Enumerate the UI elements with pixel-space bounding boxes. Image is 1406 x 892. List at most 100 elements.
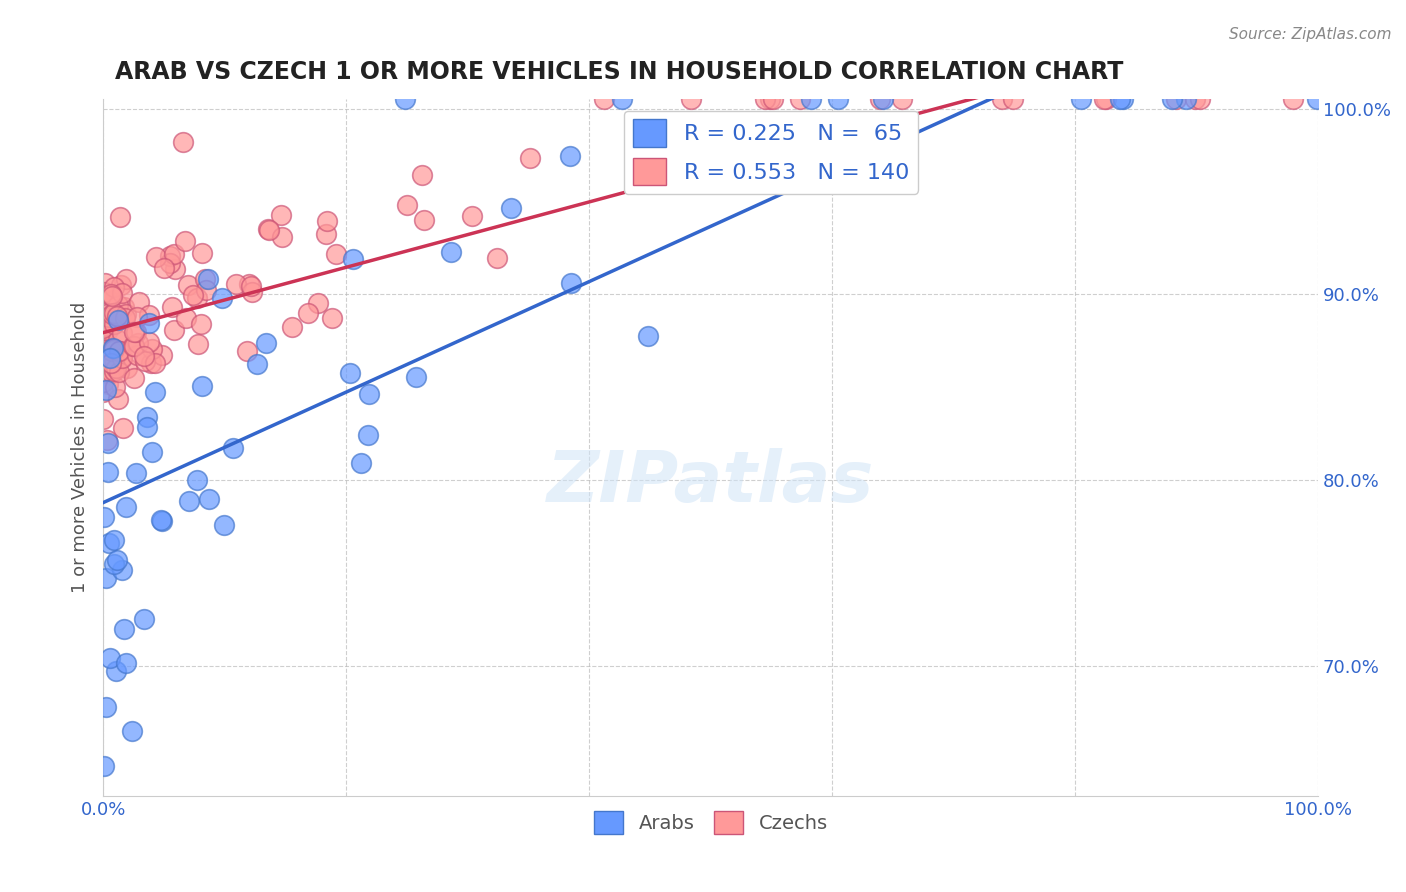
Czechs: [177, 277, 200, 292]
Czechs: [163, 323, 186, 337]
Czechs: [122, 371, 145, 385]
Arabs: [405, 370, 427, 384]
Czechs: [114, 311, 136, 326]
Arabs: [872, 92, 894, 106]
Czechs: [91, 375, 114, 389]
Arabs: [1161, 92, 1184, 106]
Arabs: [96, 466, 118, 480]
Czechs: [93, 313, 115, 327]
Czechs: [315, 227, 337, 241]
Text: ZIPatlas: ZIPatlas: [547, 448, 875, 517]
Czechs: [396, 198, 419, 212]
Czechs: [107, 392, 129, 407]
Arabs: [107, 313, 129, 327]
Czechs: [1092, 92, 1115, 106]
Czechs: [159, 249, 181, 263]
Czechs: [236, 343, 259, 358]
Czechs: [94, 312, 117, 326]
Czechs: [1282, 92, 1305, 106]
Czechs: [315, 214, 337, 228]
Czechs: [270, 229, 292, 244]
Arabs: [143, 385, 166, 400]
Czechs: [190, 245, 212, 260]
Arabs: [1112, 92, 1135, 106]
Czechs: [145, 250, 167, 264]
Arabs: [439, 244, 461, 259]
Arabs: [96, 571, 118, 585]
Czechs: [111, 326, 134, 341]
Arabs: [721, 130, 744, 145]
Czechs: [97, 344, 120, 359]
Arabs: [197, 272, 219, 286]
Czechs: [105, 309, 128, 323]
Arabs: [222, 441, 245, 455]
Czechs: [108, 365, 131, 379]
Czechs: [91, 306, 114, 320]
Czechs: [132, 349, 155, 363]
Czechs: [96, 434, 118, 448]
Arabs: [186, 473, 208, 487]
Czechs: [115, 271, 138, 285]
Arabs: [637, 328, 659, 343]
Arabs: [191, 379, 214, 393]
Czechs: [127, 335, 149, 350]
Czechs: [238, 277, 260, 292]
Czechs: [307, 295, 329, 310]
Czechs: [96, 319, 118, 334]
Czechs: [110, 278, 132, 293]
Czechs: [94, 276, 117, 290]
Arabs: [112, 622, 135, 636]
Czechs: [172, 136, 194, 150]
Arabs: [357, 387, 380, 401]
Czechs: [181, 287, 204, 301]
Czechs: [759, 92, 782, 106]
Czechs: [112, 421, 135, 435]
Czechs: [103, 364, 125, 378]
Czechs: [869, 92, 891, 106]
Czechs: [97, 377, 120, 392]
Czechs: [115, 307, 138, 321]
Czechs: [297, 306, 319, 320]
Czechs: [94, 319, 117, 334]
Czechs: [97, 360, 120, 375]
Czechs: [1184, 92, 1206, 106]
Czechs: [990, 92, 1012, 106]
Czechs: [122, 339, 145, 353]
Arabs: [198, 492, 221, 507]
Arabs: [1108, 92, 1130, 106]
Czechs: [1094, 92, 1116, 106]
Czechs: [110, 344, 132, 359]
Arabs: [98, 536, 121, 550]
Czechs: [103, 343, 125, 357]
Czechs: [187, 336, 209, 351]
Czechs: [121, 339, 143, 353]
Czechs: [97, 323, 120, 337]
Czechs: [103, 306, 125, 320]
Czechs: [101, 288, 124, 302]
Arabs: [125, 467, 148, 481]
Czechs: [96, 307, 118, 321]
Czechs: [225, 277, 247, 291]
Czechs: [97, 287, 120, 301]
Czechs: [412, 213, 434, 227]
Czechs: [115, 360, 138, 375]
Arabs: [212, 517, 235, 532]
Arabs: [560, 149, 582, 163]
Czechs: [93, 411, 115, 425]
Arabs: [342, 252, 364, 267]
Arabs: [254, 336, 277, 351]
Czechs: [240, 285, 263, 299]
Czechs: [257, 223, 280, 237]
Czechs: [125, 325, 148, 339]
Arabs: [1070, 92, 1092, 106]
Arabs: [149, 513, 172, 527]
Arabs: [350, 456, 373, 470]
Arabs: [100, 650, 122, 665]
Czechs: [112, 300, 135, 314]
Arabs: [339, 366, 361, 380]
Czechs: [94, 360, 117, 375]
Arabs: [357, 428, 380, 442]
Czechs: [107, 334, 129, 348]
Czechs: [127, 310, 149, 324]
Czechs: [111, 350, 134, 364]
